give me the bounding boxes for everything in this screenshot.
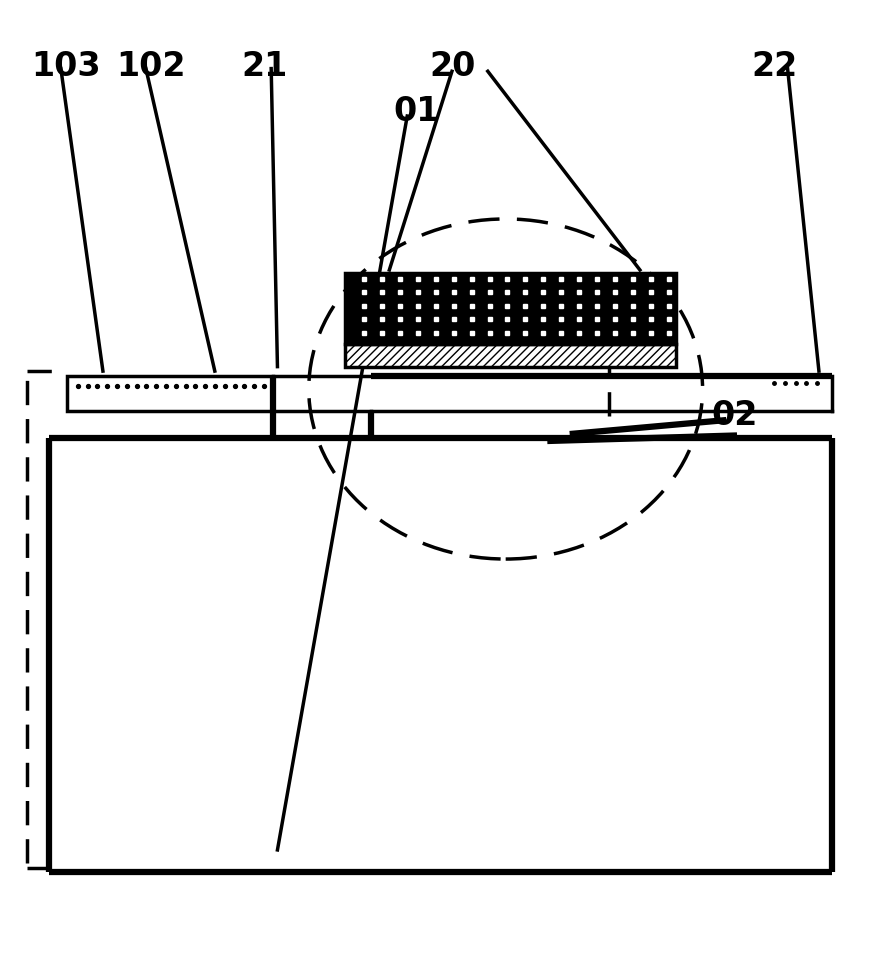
Bar xyxy=(344,345,675,367)
Text: 20: 20 xyxy=(429,51,476,83)
Text: 22: 22 xyxy=(751,51,797,83)
Text: 02: 02 xyxy=(711,399,757,433)
Text: 01: 01 xyxy=(393,95,440,128)
Bar xyxy=(344,273,675,345)
Text: 102: 102 xyxy=(116,51,186,83)
Bar xyxy=(67,375,273,412)
Text: 21: 21 xyxy=(241,51,288,83)
Text: 103: 103 xyxy=(31,51,101,83)
